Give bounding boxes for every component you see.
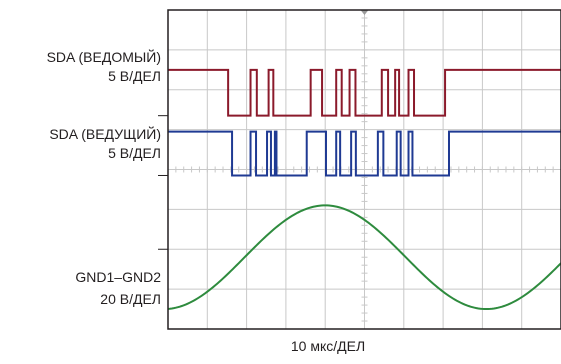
channel-ground-markers (158, 115, 168, 250)
x-axis-label: 10 мкс/ДЕЛ (290, 338, 366, 354)
label-slave-scale: 5 В/ДЕЛ (108, 68, 161, 84)
trigger-marker (360, 10, 369, 15)
trace-sda-slave (168, 68, 561, 117)
label-slave-name: SDA (ВЕДОМЫЙ) (46, 49, 161, 65)
label-gnd-scale: 20 В/ДЕЛ (100, 291, 161, 307)
grid (167, 9, 561, 330)
trace-gnd-diff (167, 204, 561, 311)
label-gnd-name: GND1–GND2 (75, 269, 161, 285)
label-master-scale: 5 В/ДЕЛ (108, 145, 161, 161)
plot-frame (167, 9, 561, 330)
label-master-name: SDA (ВЕДУЩИЙ) (49, 126, 161, 142)
traces (167, 68, 561, 311)
trace-sda-master (168, 130, 561, 177)
